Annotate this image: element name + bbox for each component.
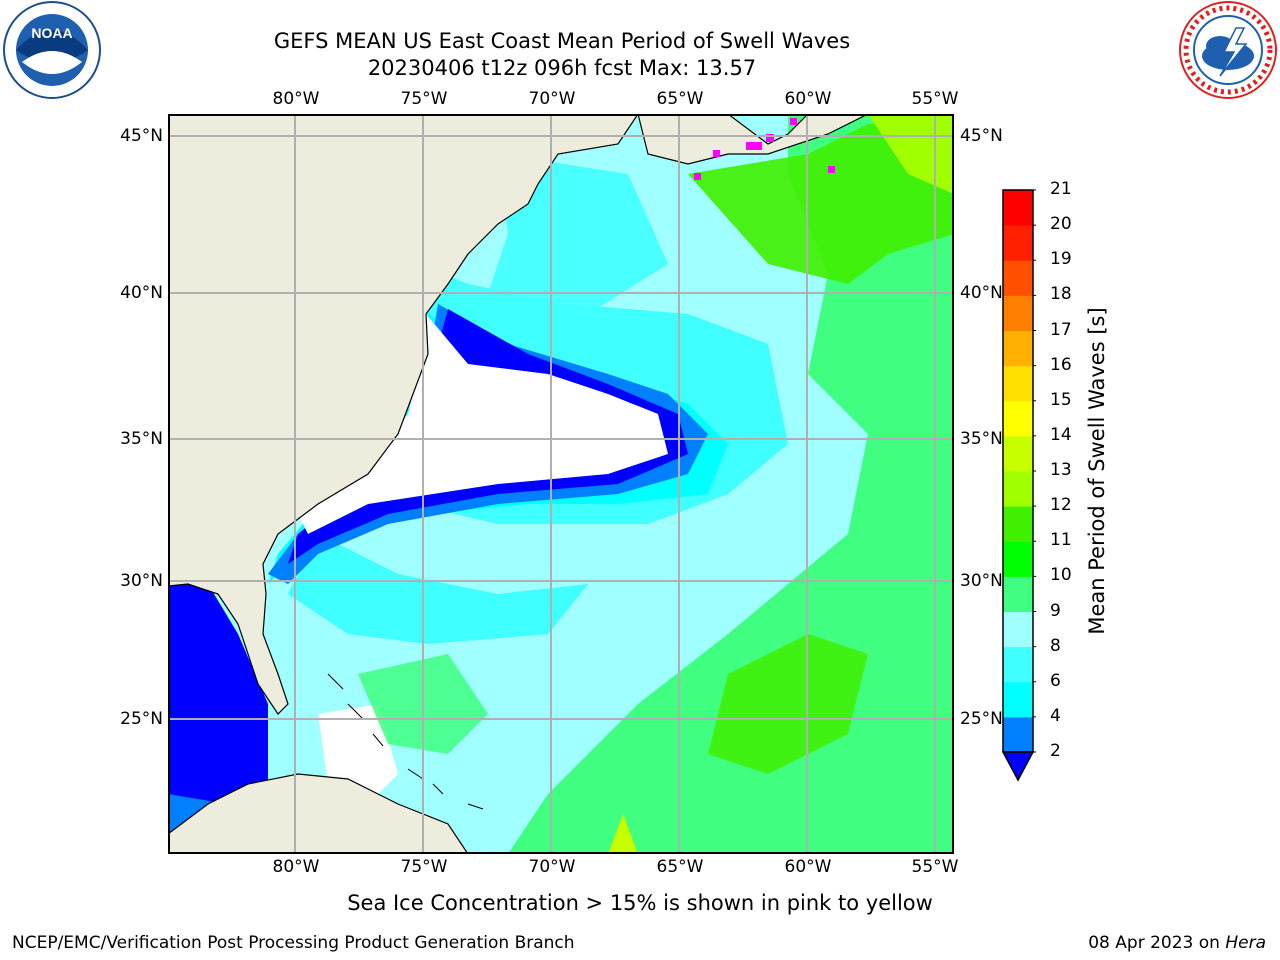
nws-logo — [1179, 1, 1277, 99]
colorbar-segment — [1003, 681, 1033, 718]
lon-label-bottom: 75°W — [400, 857, 448, 877]
colorbar-tick-label: 8 — [1050, 635, 1061, 656]
lat-label-right: 45°N — [960, 126, 1003, 146]
colorbar-tick-label: 20 — [1050, 214, 1072, 235]
colorbar-segment — [1003, 646, 1033, 683]
footer-host: Hera — [1225, 933, 1266, 953]
colorbar-segment — [1003, 471, 1033, 507]
footer-branch: NCEP/EMC/Verification Post Processing Pr… — [12, 933, 575, 953]
colorbar-segment — [1003, 295, 1033, 331]
colorbar-under-arrow — [1001, 751, 1035, 782]
colorbar-segment — [1003, 260, 1033, 296]
colorbar-segment — [1003, 611, 1033, 648]
colorbar-tick-label: 12 — [1050, 495, 1072, 516]
lat-label-right: 25°N — [960, 709, 1003, 729]
lat-label-right: 35°N — [960, 429, 1003, 449]
lon-label-top: 65°W — [656, 89, 704, 109]
lat-label-left: 25°N — [120, 709, 163, 729]
colorbar-ticks: 2 4 6 8 9 10 11 12 13 14 15 16 17 18 19 20 21 — [1050, 179, 1090, 770]
colorbar-tick-label: 15 — [1050, 389, 1072, 410]
colorbar — [1001, 189, 1036, 782]
lat-label-left: 35°N — [120, 429, 163, 449]
colorbar-title: Mean Period of Swell Waves [s] — [1085, 307, 1109, 635]
lat-label-right: 40°N — [960, 283, 1003, 303]
lon-label-top: 80°W — [272, 89, 320, 109]
colorbar-tick-label: 10 — [1050, 565, 1072, 586]
land — [168, 114, 869, 854]
colorbar-tick-label: 17 — [1050, 319, 1072, 340]
chart-title-line2: 20230406 t12z 096h fcst Max: 13.57 — [367, 56, 757, 80]
colorbar-segment — [1003, 190, 1033, 226]
lon-label-bottom: 80°W — [272, 857, 320, 877]
colorbar-segment — [1003, 225, 1033, 261]
lat-label-left: 45°N — [120, 126, 163, 146]
colorbar-tick-label: 16 — [1050, 354, 1072, 375]
lat-label-left: 30°N — [120, 571, 163, 591]
noaa-logo: NOAA — [3, 1, 101, 99]
colorbar-tick-label: 9 — [1050, 600, 1061, 621]
colorbar-tick-label: 4 — [1050, 705, 1061, 726]
colorbar-tick-label: 19 — [1050, 249, 1072, 270]
colorbar-tick-label: 21 — [1050, 179, 1072, 199]
colorbar-segment — [1003, 435, 1033, 472]
colorbar-tick-label: 11 — [1050, 530, 1072, 551]
lon-label-top: 75°W — [400, 89, 448, 109]
colorbar-segment — [1003, 541, 1033, 577]
colorbar-tick-label: 18 — [1050, 284, 1072, 305]
lon-label-bottom: 55°W — [911, 857, 959, 877]
lon-label-top: 60°W — [784, 89, 832, 109]
footer-date-text: 08 Apr 2023 on — [1088, 933, 1226, 953]
chart-title-line1: GEFS MEAN US East Coast Mean Period of S… — [273, 29, 851, 53]
colorbar-segment — [1003, 506, 1033, 542]
lon-label-top: 55°W — [911, 89, 959, 109]
footer-date: 08 Apr 2023 on Hera — [1088, 933, 1266, 953]
colorbar-tick-label: 14 — [1050, 424, 1072, 445]
lon-label-bottom: 65°W — [656, 857, 704, 877]
colorbar-segment — [1003, 400, 1033, 437]
graticule — [168, 114, 954, 854]
colorbar-tick-label: 2 — [1050, 741, 1061, 761]
map-panel — [168, 114, 954, 854]
lon-label-top: 70°W — [528, 89, 576, 109]
lat-label-right: 30°N — [960, 571, 1003, 591]
lon-label-bottom: 70°W — [528, 857, 576, 877]
lat-label-left: 40°N — [120, 283, 163, 303]
map-frame — [168, 114, 954, 854]
sea-ice-pixels — [694, 118, 835, 180]
colorbar-segment — [1003, 716, 1033, 753]
colorbar-tick-label: 6 — [1050, 670, 1061, 691]
colorbar-segment — [1003, 576, 1033, 612]
lon-label-bottom: 60°W — [784, 857, 832, 877]
svg-text:NOAA: NOAA — [31, 25, 72, 41]
colorbar-tick-label: 13 — [1050, 460, 1072, 480]
colorbar-segment — [1003, 330, 1033, 367]
ice-caption: Sea Ice Concentration > 15% is shown in … — [347, 891, 933, 915]
colorbar-segment — [1003, 365, 1033, 402]
